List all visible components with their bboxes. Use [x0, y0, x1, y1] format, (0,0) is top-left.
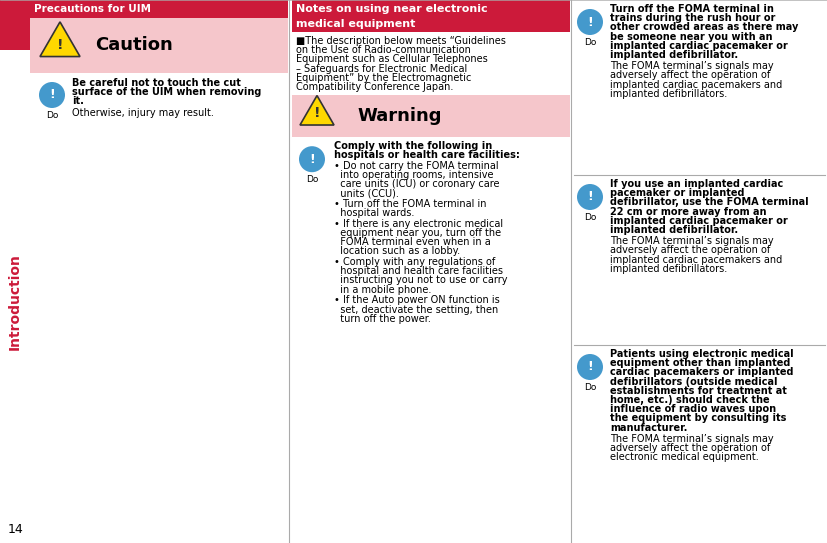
Text: the equipment by consulting its: the equipment by consulting its [610, 413, 786, 424]
Text: defibrillator, use the FOMA terminal: defibrillator, use the FOMA terminal [610, 198, 809, 207]
Text: ■The description below meets “Guidelines: ■The description below meets “Guidelines [296, 36, 506, 46]
Text: !: ! [313, 106, 320, 120]
Text: equipment near you, turn off the: equipment near you, turn off the [334, 228, 501, 238]
Text: implanted cardiac pacemaker or: implanted cardiac pacemaker or [610, 41, 788, 51]
Text: care units (ICU) or coronary care: care units (ICU) or coronary care [334, 179, 500, 189]
Text: equipment other than implanted: equipment other than implanted [610, 358, 791, 368]
Text: !: ! [587, 191, 593, 204]
Text: implanted defibrillator.: implanted defibrillator. [610, 225, 739, 235]
Polygon shape [40, 22, 80, 56]
Text: Warning: Warning [357, 107, 442, 125]
Text: !: ! [57, 37, 63, 52]
Text: • Turn off the FOMA terminal in: • Turn off the FOMA terminal in [334, 199, 486, 209]
Text: !: ! [49, 89, 55, 102]
Bar [0, 50, 30, 543]
Text: implanted cardiac pacemakers and: implanted cardiac pacemakers and [610, 255, 782, 264]
Text: implanted cardiac pacemakers and: implanted cardiac pacemakers and [610, 80, 782, 90]
Text: be someone near you with an: be someone near you with an [610, 31, 772, 42]
Text: units (CCU).: units (CCU). [334, 188, 399, 198]
Text: !: ! [587, 16, 593, 28]
Text: implanted defibrillators.: implanted defibrillators. [610, 89, 727, 99]
Text: Caution: Caution [95, 36, 173, 54]
Text: implanted defibrillators.: implanted defibrillators. [610, 264, 727, 274]
Text: Introduction: Introduction [8, 253, 22, 350]
Circle shape [39, 82, 65, 108]
Text: turn off the power.: turn off the power. [334, 314, 431, 324]
Circle shape [577, 9, 603, 35]
Text: Patients using electronic medical: Patients using electronic medical [610, 349, 794, 359]
Text: If you use an implanted cardiac: If you use an implanted cardiac [610, 179, 783, 189]
Text: The FOMA terminal’s signals may: The FOMA terminal’s signals may [610, 61, 773, 71]
Text: • If there is any electronic medical: • If there is any electronic medical [334, 219, 503, 229]
Text: • If the Auto power ON function is: • If the Auto power ON function is [334, 295, 500, 305]
Text: !: ! [309, 153, 315, 166]
Text: set, deactivate the setting, then: set, deactivate the setting, then [334, 305, 498, 314]
Text: adversely affect the operation of: adversely affect the operation of [610, 443, 770, 453]
Text: Otherwise, injury may result.: Otherwise, injury may result. [72, 108, 214, 118]
Text: – Safeguards for Electronic Medical: – Safeguards for Electronic Medical [296, 64, 467, 74]
Text: adversely affect the operation of: adversely affect the operation of [610, 71, 770, 80]
Text: 14: 14 [8, 523, 24, 536]
Text: Compatibility Conference Japan.: Compatibility Conference Japan. [296, 82, 453, 92]
Text: home, etc.) should check the: home, etc.) should check the [610, 395, 770, 405]
Polygon shape [300, 96, 334, 125]
Text: Equipment such as Cellular Telephones: Equipment such as Cellular Telephones [296, 54, 488, 65]
Text: implanted cardiac pacemaker or: implanted cardiac pacemaker or [610, 216, 788, 226]
Text: location such as a lobby.: location such as a lobby. [334, 247, 460, 256]
Text: electronic medical equipment.: electronic medical equipment. [610, 452, 758, 462]
Text: adversely affect the operation of: adversely affect the operation of [610, 245, 770, 255]
Text: influence of radio waves upon: influence of radio waves upon [610, 404, 776, 414]
Text: defibrillators (outside medical: defibrillators (outside medical [610, 377, 777, 387]
Bar [292, 0, 570, 32]
Text: 22 cm or more away from an: 22 cm or more away from an [610, 206, 767, 217]
Text: manufacturer.: manufacturer. [610, 422, 687, 433]
Bar [30, 0, 288, 18]
Text: Precautions for UIM: Precautions for UIM [34, 4, 151, 14]
Text: Notes on using near electronic: Notes on using near electronic [296, 4, 488, 14]
Text: hospital and health care facilities: hospital and health care facilities [334, 266, 503, 276]
Text: The FOMA terminal’s signals may: The FOMA terminal’s signals may [610, 434, 773, 444]
Bar [30, 18, 288, 73]
Text: implanted defibrillator.: implanted defibrillator. [610, 50, 739, 60]
Text: instructing you not to use or carry: instructing you not to use or carry [334, 275, 508, 286]
Text: establishments for treatment at: establishments for treatment at [610, 386, 786, 396]
Text: surface of the UIM when removing: surface of the UIM when removing [72, 87, 261, 97]
Circle shape [577, 354, 603, 380]
Text: The FOMA terminal’s signals may: The FOMA terminal’s signals may [610, 236, 773, 246]
Text: Equipment” by the Electromagnetic: Equipment” by the Electromagnetic [296, 73, 471, 83]
Text: Do: Do [584, 213, 596, 222]
Text: trains during the rush hour or: trains during the rush hour or [610, 13, 776, 23]
Text: hospitals or health care facilities:: hospitals or health care facilities: [334, 150, 520, 160]
Text: Do: Do [306, 175, 318, 184]
Text: in a mobile phone.: in a mobile phone. [334, 285, 432, 295]
Text: it.: it. [72, 97, 84, 106]
Text: on the Use of Radio-communication: on the Use of Radio-communication [296, 45, 471, 55]
Text: cardiac pacemakers or implanted: cardiac pacemakers or implanted [610, 368, 793, 377]
Text: pacemaker or implanted: pacemaker or implanted [610, 188, 744, 198]
Text: Comply with the following in: Comply with the following in [334, 141, 492, 151]
Text: • Do not carry the FOMA terminal: • Do not carry the FOMA terminal [334, 161, 499, 171]
Circle shape [577, 184, 603, 210]
Text: other crowded areas as there may: other crowded areas as there may [610, 22, 798, 33]
Text: Be careful not to touch the cut: Be careful not to touch the cut [72, 78, 241, 88]
Text: medical equipment: medical equipment [296, 19, 415, 29]
Text: hospital wards.: hospital wards. [334, 208, 414, 218]
Text: Turn off the FOMA terminal in: Turn off the FOMA terminal in [610, 4, 774, 14]
Text: Do: Do [45, 111, 58, 120]
Text: • Comply with any regulations of: • Comply with any regulations of [334, 257, 495, 267]
Text: Do: Do [584, 38, 596, 47]
Bar [292, 95, 570, 137]
Text: Do: Do [584, 383, 596, 392]
Bar [0, 0, 30, 543]
Text: FOMA terminal even when in a: FOMA terminal even when in a [334, 237, 490, 247]
Circle shape [299, 146, 325, 172]
Text: into operating rooms, intensive: into operating rooms, intensive [334, 170, 494, 180]
Text: !: ! [587, 361, 593, 374]
